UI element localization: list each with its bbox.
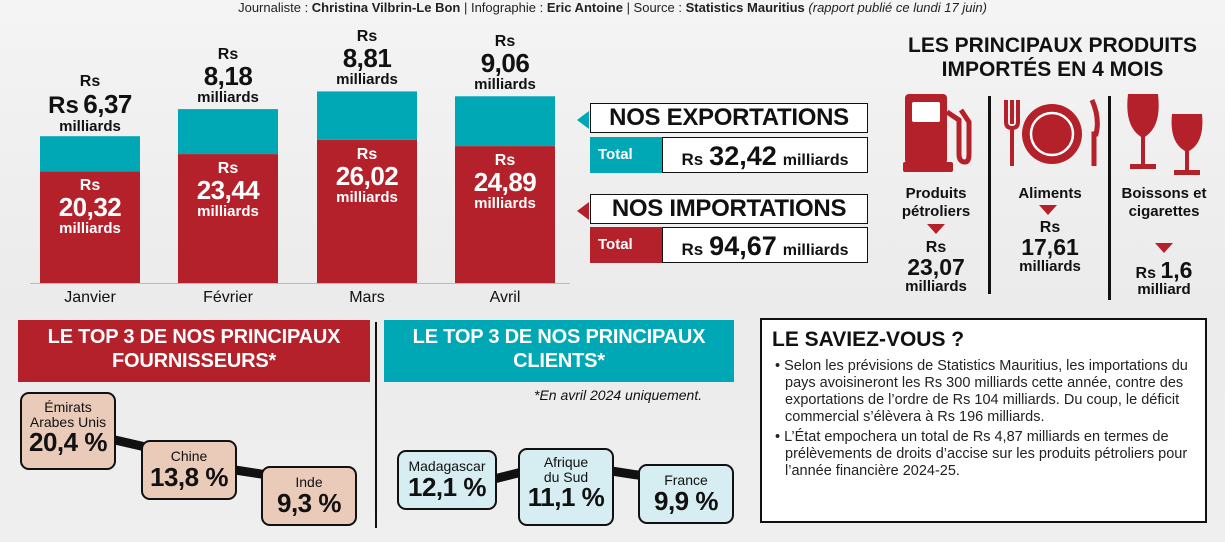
import-value-label: Rs 26,02 milliards [335,145,399,206]
export-pointer-icon [577,111,589,129]
exports-title: NOS EXPORTATIONS [590,103,868,133]
journalist-name: Christina Vilbrin-Le Bon [311,0,461,15]
export-bar-2 [317,91,417,140]
clients-footnote: *En avril 2024 uniquement. [534,387,703,403]
import-bar-2 [317,139,417,283]
supplier-percent: 9,3 % [277,487,342,518]
supplier-percent: 20,4 % [29,427,107,458]
products-divider [1108,96,1111,300]
suppliers-title: LE TOP 3 DE NOS PRINCIPAUX FOURNISSEURS* [18,320,370,382]
month-tick-label: Janvier [64,289,116,306]
product-value-food: Rs 17,61 milliards [1019,219,1081,275]
client-name: Afrique du Sud [543,454,589,485]
supplier-box-3: Inde 9,3 % [261,466,357,526]
product-value-petroleum: Rs 23,07 milliards [905,239,967,295]
client-percent: 9,9 % [654,485,719,516]
import-value-label: Rs 23,44 milliards [196,160,260,221]
report-note: (rapport publié ce lundi 17 juin) [804,0,987,15]
imports-total-value: Rs 94,67 milliards [662,227,868,263]
did-you-know-list: • Selon les prévisions de Statistics Mau… [772,358,1195,480]
products-divider [988,96,991,294]
infographer-name: Eric Antoine [546,0,623,15]
product-name-petroleum: Produits pétroliers [901,185,971,220]
export-bar-1 [178,109,278,155]
month-tick-label: Avril [489,289,521,306]
client-name: Madagascar [408,458,486,474]
wine-glasses-icon [1127,94,1203,175]
exports-total-value: Rs 32,42 milliards [662,137,868,173]
supplier-name: Émirats Arabes Unis [29,399,107,430]
export-bar-0 [40,136,140,172]
supplier-percent: 13,8 % [150,461,228,492]
import-pointer-icon [577,202,589,220]
supplier-box-1: Émirats Arabes Unis 20,4 % [20,392,116,470]
supplier-name: Inde [295,474,323,490]
imports-total-label: Total [598,236,633,253]
export-value-label: Rs 9,06 milliards [474,33,536,94]
source-label: | Source : [622,0,686,15]
down-arrow-icon [1039,205,1057,215]
infographic-label: | Infographie : [460,0,547,15]
import-bar-3 [455,146,555,283]
product-value-drinks: Rs 1,6 milliard [1135,257,1193,298]
client-percent: 11,1 % [527,482,605,513]
did-you-know-title: LE SAVIEZ-VOUS ? [772,328,965,351]
product-name-drinks: Boissons et cigarettes [1121,185,1207,220]
import-value-label: Rs 24,89 milliards [473,152,537,213]
did-you-know-box: LE SAVIEZ-VOUS ? • Selon les prévisions … [760,318,1207,523]
client-box-2: Afrique du Sud 11,1 % [518,448,614,526]
top3-divider [375,322,377,528]
client-box-3: France 9,9 % [638,464,734,524]
credits-line: Journaliste : Christina Vilbrin-Le Bon |… [0,0,1225,15]
export-value-label: Rs 8,81 milliards [336,28,398,89]
supplier-name: Chine [170,448,208,464]
import-bar-0 [40,171,140,283]
exports-total-label: Total [598,146,633,163]
export-value-label: Rs 8,18 milliards [197,46,259,107]
monthly-trade-chart [30,91,570,284]
import-value-label: Rs 20,32 milliards [58,177,122,238]
exports-total-row: Total Rs 32,42 milliards [590,137,868,173]
product-name-food: Aliments [1018,185,1082,202]
client-percent: 12,1 % [408,471,486,502]
imports-title: NOS IMPORTATIONS [590,194,868,224]
supplier-box-2: Chine 13,8 % [141,440,237,500]
import-bar-1 [178,154,278,283]
month-tick-label: Février [203,289,253,306]
down-arrow-icon [1155,243,1173,253]
products-title: LES PRINCIPAUX PRODUITS IMPORTÉS EN 4 MO… [908,34,1197,81]
down-arrow-icon [927,224,945,234]
client-name: France [664,472,708,488]
month-tick-label: Mars [349,289,385,306]
source-name: Statistics Mauritius [685,0,805,15]
plate-cutlery-icon [1004,98,1100,166]
clients-title: LE TOP 3 DE NOS PRINCIPAUX CLIENTS* [384,320,734,382]
client-box-1: Madagascar 12,1 % [397,450,497,510]
fuel-pump-icon [903,94,972,172]
did-you-know-item: • L’État empochera un total de Rs 4,87 m… [775,429,1188,479]
journalist-label: Journaliste : [238,0,312,15]
export-bar-3 [455,96,555,147]
imports-total-row: Total Rs 94,67 milliards [590,227,868,263]
did-you-know-item: • Selon les prévisions de Statistics Mau… [775,358,1188,425]
export-value-label: Rs Rs 6,37 milliards [48,73,132,136]
